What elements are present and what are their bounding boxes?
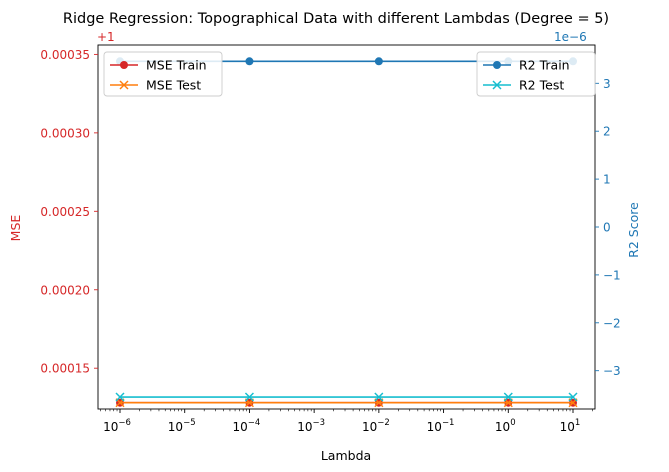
x-tick-label: 10−4 <box>233 418 261 434</box>
data-point <box>120 61 128 69</box>
data-point <box>493 61 501 69</box>
legend-label: MSE Train <box>146 58 207 73</box>
y-left-axis-label: MSE <box>8 215 23 242</box>
legend-right: R2 Train R2 Test <box>476 51 596 97</box>
y-left-tick-label: 0.00015 <box>40 362 90 376</box>
y-right-tick-label: −2 <box>603 316 621 330</box>
legend-item: R2 Train <box>483 58 570 73</box>
legend-item: MSE Test <box>110 78 201 93</box>
y-right-tick-label: 1 <box>603 173 611 187</box>
series-r2-test <box>115 392 578 402</box>
y-left-tick-label: 0.00030 <box>40 126 90 140</box>
legend-label: MSE Test <box>146 78 201 93</box>
data-point <box>115 392 125 402</box>
y-left-tick-label: 0.00025 <box>40 205 90 219</box>
y-right-axis-label: R2 Score <box>626 202 641 258</box>
y-right-tick-label: −3 <box>603 364 621 378</box>
legend-label: R2 Test <box>519 78 564 93</box>
x-axis: 10−6 10−5 10−4 10−3 10−2 10−1 100 101 <box>100 409 593 434</box>
plot-frame <box>97 44 596 410</box>
data-point <box>119 80 129 90</box>
data-point <box>374 392 384 402</box>
y-right-axis: −3 −2 −1 0 1 2 3 <box>595 77 621 378</box>
y-right-tick-label: −1 <box>603 268 621 282</box>
legend-left: MSE Train MSE Test <box>103 51 223 97</box>
x-axis-label: Lambda <box>321 448 371 463</box>
legend-item: MSE Train <box>110 58 207 73</box>
x-tick-label: 10−1 <box>427 418 455 434</box>
y-left-tick-label: 0.00020 <box>40 283 90 297</box>
y-left-tick-label: 0.00035 <box>40 48 90 62</box>
chart-title: Ridge Regression: Topographical Data wit… <box>63 11 609 27</box>
data-point <box>568 392 578 402</box>
x-tick-label: 10−3 <box>297 418 325 434</box>
data-point <box>245 57 254 66</box>
data-point <box>374 57 383 66</box>
x-tick-label: 101 <box>560 418 581 434</box>
left-axis-offset-text: +1 <box>97 30 115 44</box>
right-axis-offset-text: 1e−6 <box>554 30 587 44</box>
legend-item: R2 Test <box>483 78 564 93</box>
y-right-tick-label: 0 <box>603 221 611 235</box>
legend-label: R2 Train <box>519 58 570 73</box>
data-point <box>503 392 513 402</box>
plot-series <box>115 57 578 408</box>
x-tick-label: 100 <box>495 418 516 434</box>
y-left-axis: 0.00015 0.00020 0.00025 0.00030 0.00035 <box>40 48 98 376</box>
y-right-tick-label: 2 <box>603 125 611 139</box>
data-point <box>244 392 254 402</box>
data-point <box>492 80 502 90</box>
x-tick-label: 10−6 <box>103 418 131 434</box>
y-right-tick-label: 3 <box>603 77 611 91</box>
x-tick-label: 10−2 <box>362 418 390 434</box>
x-tick-label: 10−5 <box>168 418 196 434</box>
